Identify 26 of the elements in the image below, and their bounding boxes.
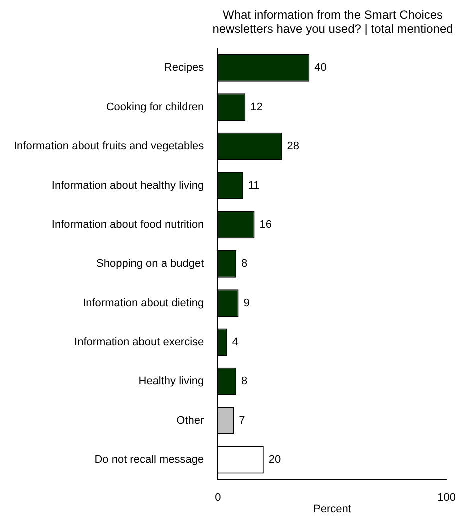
y-tick-label: Information about dieting: [83, 297, 204, 310]
data-label: 28: [287, 140, 300, 153]
y-tick-label: Shopping on a budget: [96, 258, 204, 270]
chart-title: What information from the Smart Choices newsletters have you used? | total mentioned: [212, 8, 454, 36]
data-label: 8: [241, 258, 248, 270]
y-tick-label: Information about exercise: [74, 336, 204, 348]
y-tick-label: Information about healthy living: [52, 180, 204, 192]
data-label: 40: [314, 62, 327, 74]
data-label: 9: [244, 297, 250, 310]
data-label: 12: [250, 101, 263, 114]
x-axis-title: Percent: [314, 503, 352, 516]
data-label: 16: [260, 218, 272, 231]
data-label: 11: [248, 180, 260, 192]
data-label: 7: [239, 414, 246, 427]
x-tick-label: 100: [438, 492, 456, 504]
y-tick-label: Healthy living: [138, 376, 204, 388]
x-tick-label: 0: [215, 492, 222, 504]
y-tick-label: Do not recall message: [94, 454, 204, 466]
data-label: 4: [232, 336, 238, 348]
y-tick-label: Recipes: [164, 62, 205, 74]
y-tick-label: Information about fruits and vegetables: [14, 140, 205, 153]
y-tick-label: Other: [176, 414, 205, 427]
data-label: 8: [241, 376, 248, 388]
data-label: 20: [268, 454, 282, 466]
y-tick-label: Cooking for children: [106, 101, 204, 114]
y-tick-label: Information about food nutrition: [52, 218, 204, 231]
